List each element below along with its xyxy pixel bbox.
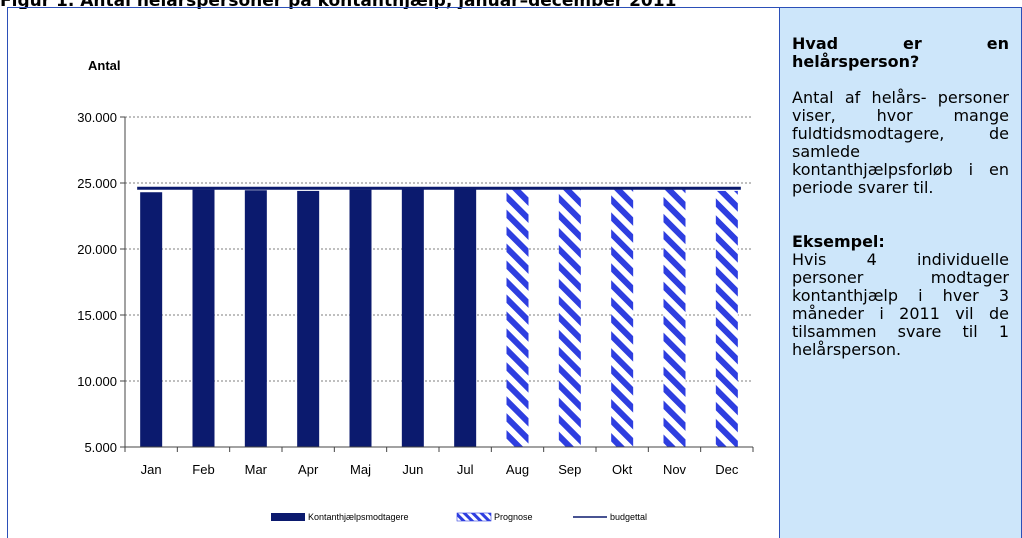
kontanthjaelp-bar <box>244 190 267 447</box>
bar-chart: Antal 5.000 10.000 15.000 20.000 25.000 30.00… <box>77 58 754 522</box>
example-text: Hvis 4 individuelle personer modtager ko… <box>792 250 1009 359</box>
x-tick-label: Jul <box>457 462 474 477</box>
kontanthjaelp-bar <box>140 192 163 447</box>
y-tick-label: 15.000 <box>77 308 117 323</box>
x-tick-label: Jan <box>141 462 162 477</box>
prognose-bar <box>611 189 634 447</box>
kontanthjaelp-bar <box>454 188 477 447</box>
x-tick-label: Feb <box>192 462 214 477</box>
sidebar-description: Antal af helårs- personer viser, hvor ma… <box>792 88 1009 197</box>
x-tick-label: Apr <box>298 462 319 477</box>
y-tick-label: 10.000 <box>77 374 117 389</box>
example-heading: Eksempel: <box>792 232 885 251</box>
legend-swatch-prognose <box>456 512 492 522</box>
x-tick-label: Aug <box>506 462 529 477</box>
prognose-bar <box>558 189 581 447</box>
x-tick-label: Nov <box>663 462 687 477</box>
kontanthjaelp-bar <box>349 189 372 447</box>
y-tick-label: 20.000 <box>77 242 117 257</box>
x-tick-label: Dec <box>715 462 739 477</box>
legend-label: Kontanthjælpsmodtagere <box>308 512 409 522</box>
kontanthjaelp-bar <box>401 187 424 447</box>
y-tick-label: 25.000 <box>77 176 117 191</box>
sidebar-heading: Hvad er en helårsperson? <box>792 34 1009 71</box>
kontanthjaelp-bar <box>297 190 320 448</box>
x-tick-label: Okt <box>612 462 633 477</box>
x-tick-label: Maj <box>350 462 371 477</box>
y-tick-label: 30.000 <box>77 110 117 125</box>
x-tick-label: Jun <box>402 462 423 477</box>
legend-label: Prognose <box>494 512 533 522</box>
prognose-bar <box>663 189 686 447</box>
y-axis-label: Antal <box>88 58 121 73</box>
x-tick-label: Mar <box>245 462 268 477</box>
prognose-bar <box>506 189 529 447</box>
y-tick-label: 5.000 <box>84 440 117 455</box>
legend-swatch-kontanthjaelp <box>271 513 305 521</box>
kontanthjaelp-bar <box>192 189 215 447</box>
page-title: Figur 1. Antal helårspersoner på kontant… <box>0 0 1022 9</box>
prognose-bar <box>715 190 738 448</box>
chart-frame: Antal 5.000 10.000 15.000 20.000 25.000 30.00… <box>7 7 780 538</box>
legend-label: budgettal <box>610 512 647 522</box>
x-tick-label: Sep <box>558 462 581 477</box>
info-sidebar: Hvad er en helårsperson? Antal af helårs… <box>780 7 1022 538</box>
